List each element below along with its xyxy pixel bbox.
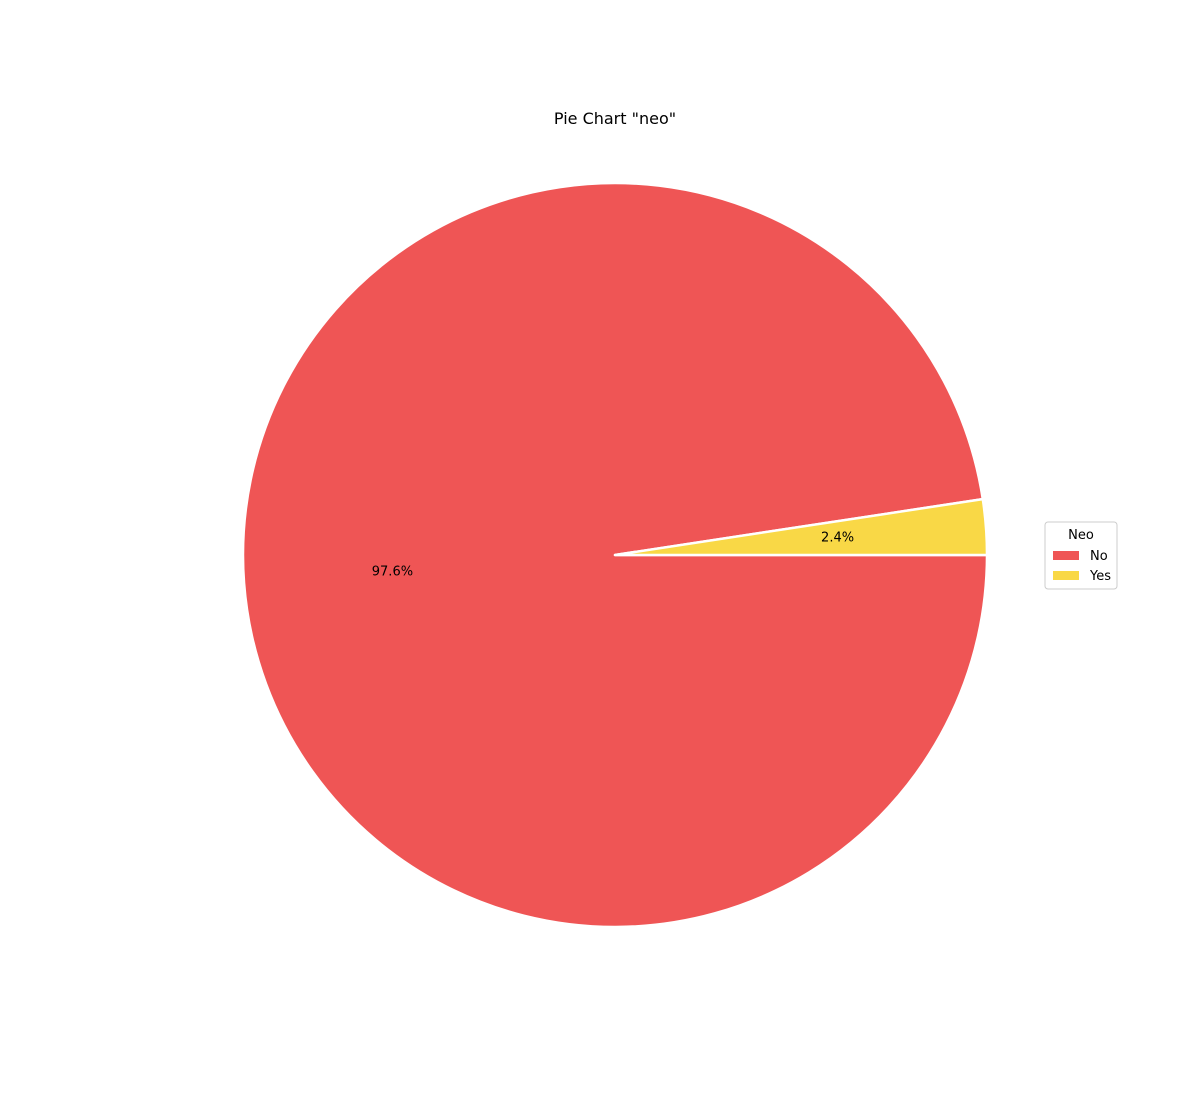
- pie-value-labels: 97.6% 2.4%: [372, 531, 854, 580]
- legend-entries: No Yes: [1053, 549, 1111, 584]
- pie-value-label-no: 97.6%: [372, 564, 413, 579]
- pie-slice-yes: [613, 497, 989, 557]
- legend-label-yes: Yes: [1089, 569, 1111, 584]
- chart-title: Pie Chart "neo": [554, 109, 676, 128]
- legend: Neo No Yes: [1044, 521, 1118, 590]
- legend-swatch-no: [1053, 551, 1079, 560]
- pie-slices: [241, 181, 989, 929]
- legend-label-no: No: [1090, 549, 1108, 564]
- legend-swatch-yes: [1053, 571, 1079, 580]
- legend-title: Neo: [1068, 528, 1094, 543]
- pie-value-label-yes: 2.4%: [821, 531, 854, 546]
